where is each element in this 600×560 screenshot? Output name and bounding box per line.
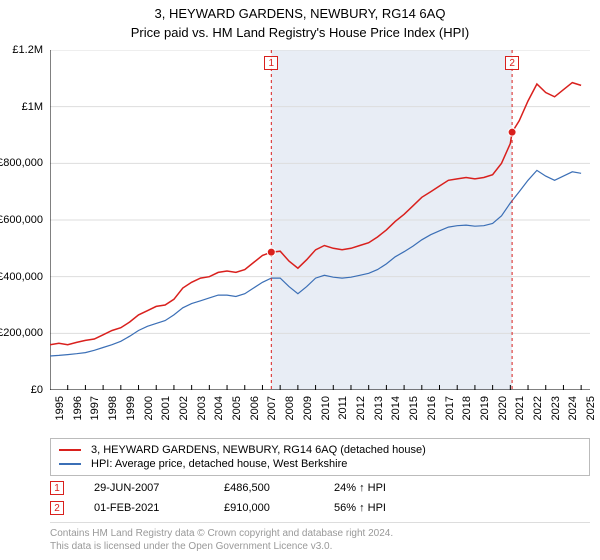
x-tick-label: 2008: [284, 396, 296, 420]
x-axis: 1995 1996 1997 1998 1999 2000 2001 2002 2003 2004…: [50, 392, 590, 437]
x-tick-label: 2011: [337, 396, 349, 420]
x-tick-label: 2012: [355, 396, 367, 420]
y-tick-label: £800,000: [0, 157, 43, 169]
y-tick-label: £200,000: [0, 327, 43, 339]
x-tick-label: 2024: [567, 396, 579, 420]
x-tick-label: 2025: [585, 396, 597, 420]
legend-label: 3, HEYWARD GARDENS, NEWBURY, RG14 6AQ (d…: [91, 444, 426, 456]
legend-swatch: [59, 463, 81, 465]
x-tick-label: 2005: [231, 396, 243, 420]
chart-container: 3, HEYWARD GARDENS, NEWBURY, RG14 6AQ Pr…: [0, 0, 600, 560]
footer-line-2: This data is licensed under the Open Gov…: [50, 540, 590, 553]
x-tick-label: 2000: [143, 396, 155, 420]
x-tick-label: 2016: [426, 396, 438, 420]
x-tick-label: 2019: [479, 396, 491, 420]
x-tick-label: 1996: [72, 396, 84, 420]
x-tick-label: 2023: [550, 396, 562, 420]
x-tick-label: 1999: [125, 396, 137, 420]
marker-date: 01-FEB-2021: [94, 502, 224, 514]
marker-date: 29-JUN-2007: [94, 482, 224, 494]
marker-hpi: 24% ↑ HPI: [334, 482, 454, 494]
x-tick-label: 2020: [497, 396, 509, 420]
x-tick-label: 2018: [461, 396, 473, 420]
marker-table: 1 29-JUN-2007£486,50024% ↑ HPI 2 01-FEB-202…: [50, 478, 590, 518]
legend-label: HPI: Average price, detached house, West…: [91, 458, 347, 470]
marker-badge: 1: [50, 481, 64, 495]
x-tick-label: 2015: [408, 396, 420, 420]
chart-title: 3, HEYWARD GARDENS, NEWBURY, RG14 6AQ: [0, 0, 600, 21]
y-axis: £0£200,000£400,000£600,000£800,000£1M£1.…: [0, 50, 45, 390]
x-tick-label: 2004: [213, 396, 225, 420]
marker-price: £486,500: [224, 482, 334, 494]
x-tick-label: 2010: [320, 396, 332, 420]
chart-svg: [50, 50, 590, 390]
plot-area: [50, 50, 590, 390]
x-tick-label: 2007: [266, 396, 278, 420]
marker-hpi: 56% ↑ HPI: [334, 502, 454, 514]
y-tick-label: £1.2M: [12, 44, 43, 56]
x-tick-label: 2022: [532, 396, 544, 420]
legend-item: 3, HEYWARD GARDENS, NEWBURY, RG14 6AQ (d…: [59, 443, 581, 457]
legend-swatch: [59, 449, 81, 451]
y-tick-label: £400,000: [0, 271, 43, 283]
marker-badge: 2: [50, 501, 64, 515]
x-tick-label: 1995: [54, 396, 66, 420]
x-tick-label: 2002: [178, 396, 190, 420]
sale-marker-badge: 1: [264, 56, 278, 70]
x-tick-label: 2013: [373, 396, 385, 420]
x-tick-label: 2006: [249, 396, 261, 420]
footer-line-1: Contains HM Land Registry data © Crown c…: [50, 527, 590, 540]
marker-price: £910,000: [224, 502, 334, 514]
x-tick-label: 2014: [390, 396, 402, 420]
y-tick-label: £0: [31, 384, 43, 396]
chart-subtitle: Price paid vs. HM Land Registry's House …: [0, 21, 600, 40]
x-tick-label: 2021: [514, 396, 526, 420]
x-tick-label: 1997: [89, 396, 101, 420]
marker-row: 2 01-FEB-2021£910,00056% ↑ HPI: [50, 498, 590, 518]
legend: 3, HEYWARD GARDENS, NEWBURY, RG14 6AQ (d…: [50, 438, 590, 476]
x-tick-label: 2001: [160, 396, 172, 420]
y-tick-label: £1M: [22, 101, 43, 113]
y-tick-label: £600,000: [0, 214, 43, 226]
footer: Contains HM Land Registry data © Crown c…: [50, 522, 590, 553]
x-tick-label: 2003: [196, 396, 208, 420]
sale-marker-badge: 2: [505, 56, 519, 70]
marker-row: 1 29-JUN-2007£486,50024% ↑ HPI: [50, 478, 590, 498]
x-tick-label: 1998: [107, 396, 119, 420]
x-tick-label: 2009: [302, 396, 314, 420]
x-tick-label: 2017: [444, 396, 456, 420]
legend-item: HPI: Average price, detached house, West…: [59, 457, 581, 471]
